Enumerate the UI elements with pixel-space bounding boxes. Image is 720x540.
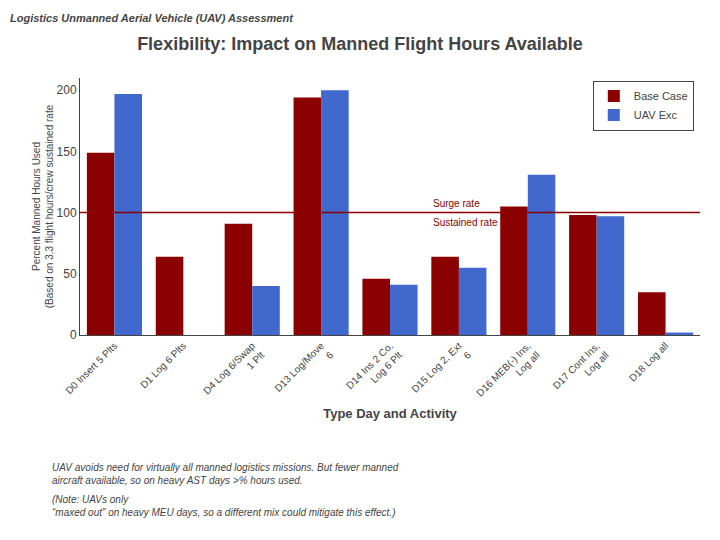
- svg-text:D13 Log/Move6: D13 Log/Move6: [272, 340, 335, 403]
- svg-text:D16 MEB(-) Ins,Log all: D16 MEB(-) Ins,Log all: [474, 340, 542, 408]
- svg-text:UAV avoids need for virtually: UAV avoids need for virtually all manned…: [52, 462, 399, 486]
- svg-text:D18 Log all: D18 Log all: [627, 340, 671, 384]
- svg-text:50: 50: [63, 267, 77, 281]
- svg-text:150: 150: [57, 145, 77, 159]
- svg-text:Base Case: Base Case: [634, 90, 688, 102]
- svg-text:0: 0: [70, 328, 77, 342]
- svg-text:D4 Log 6/Swap1 Plt: D4 Log 6/Swap1 Plt: [201, 340, 267, 406]
- svg-text:Type Day and Activity: Type Day and Activity: [323, 406, 457, 421]
- svg-text:D15 Log 2, Ext6: D15 Log 2, Ext6: [409, 340, 473, 404]
- svg-text:D14 Ins 2 Co,Log 6 Plt: D14 Ins 2 Co,Log 6 Plt: [344, 340, 404, 400]
- svg-text:D17 Cont Ins,Log all: D17 Cont Ins,Log all: [551, 340, 611, 400]
- svg-text:Sustained rate: Sustained rate: [433, 217, 498, 228]
- svg-text:Flexibility: Impact on Manned: Flexibility: Impact on Manned Flight Hou…: [137, 34, 583, 54]
- svg-text:100: 100: [57, 206, 77, 220]
- svg-text:Percent Manned Hours Used(Base: Percent Manned Hours Used(Based on 3.3 f…: [31, 104, 55, 308]
- svg-text:Surge rate: Surge rate: [433, 198, 480, 209]
- svg-text:(Note: UAVs only“maxed out” on: (Note: UAVs only“maxed out” on heavy MEU…: [52, 494, 395, 518]
- svg-text:200: 200: [57, 83, 77, 97]
- svg-text:D1 Log 6 Plts: D1 Log 6 Plts: [138, 340, 188, 390]
- svg-text:UAV Exc: UAV Exc: [634, 109, 678, 121]
- svg-text:Logistics Unmanned Aerial Vehi: Logistics Unmanned Aerial Vehicle (UAV) …: [10, 12, 294, 24]
- svg-text:D0 Insert 5 Plts: D0 Insert 5 Plts: [63, 340, 119, 396]
